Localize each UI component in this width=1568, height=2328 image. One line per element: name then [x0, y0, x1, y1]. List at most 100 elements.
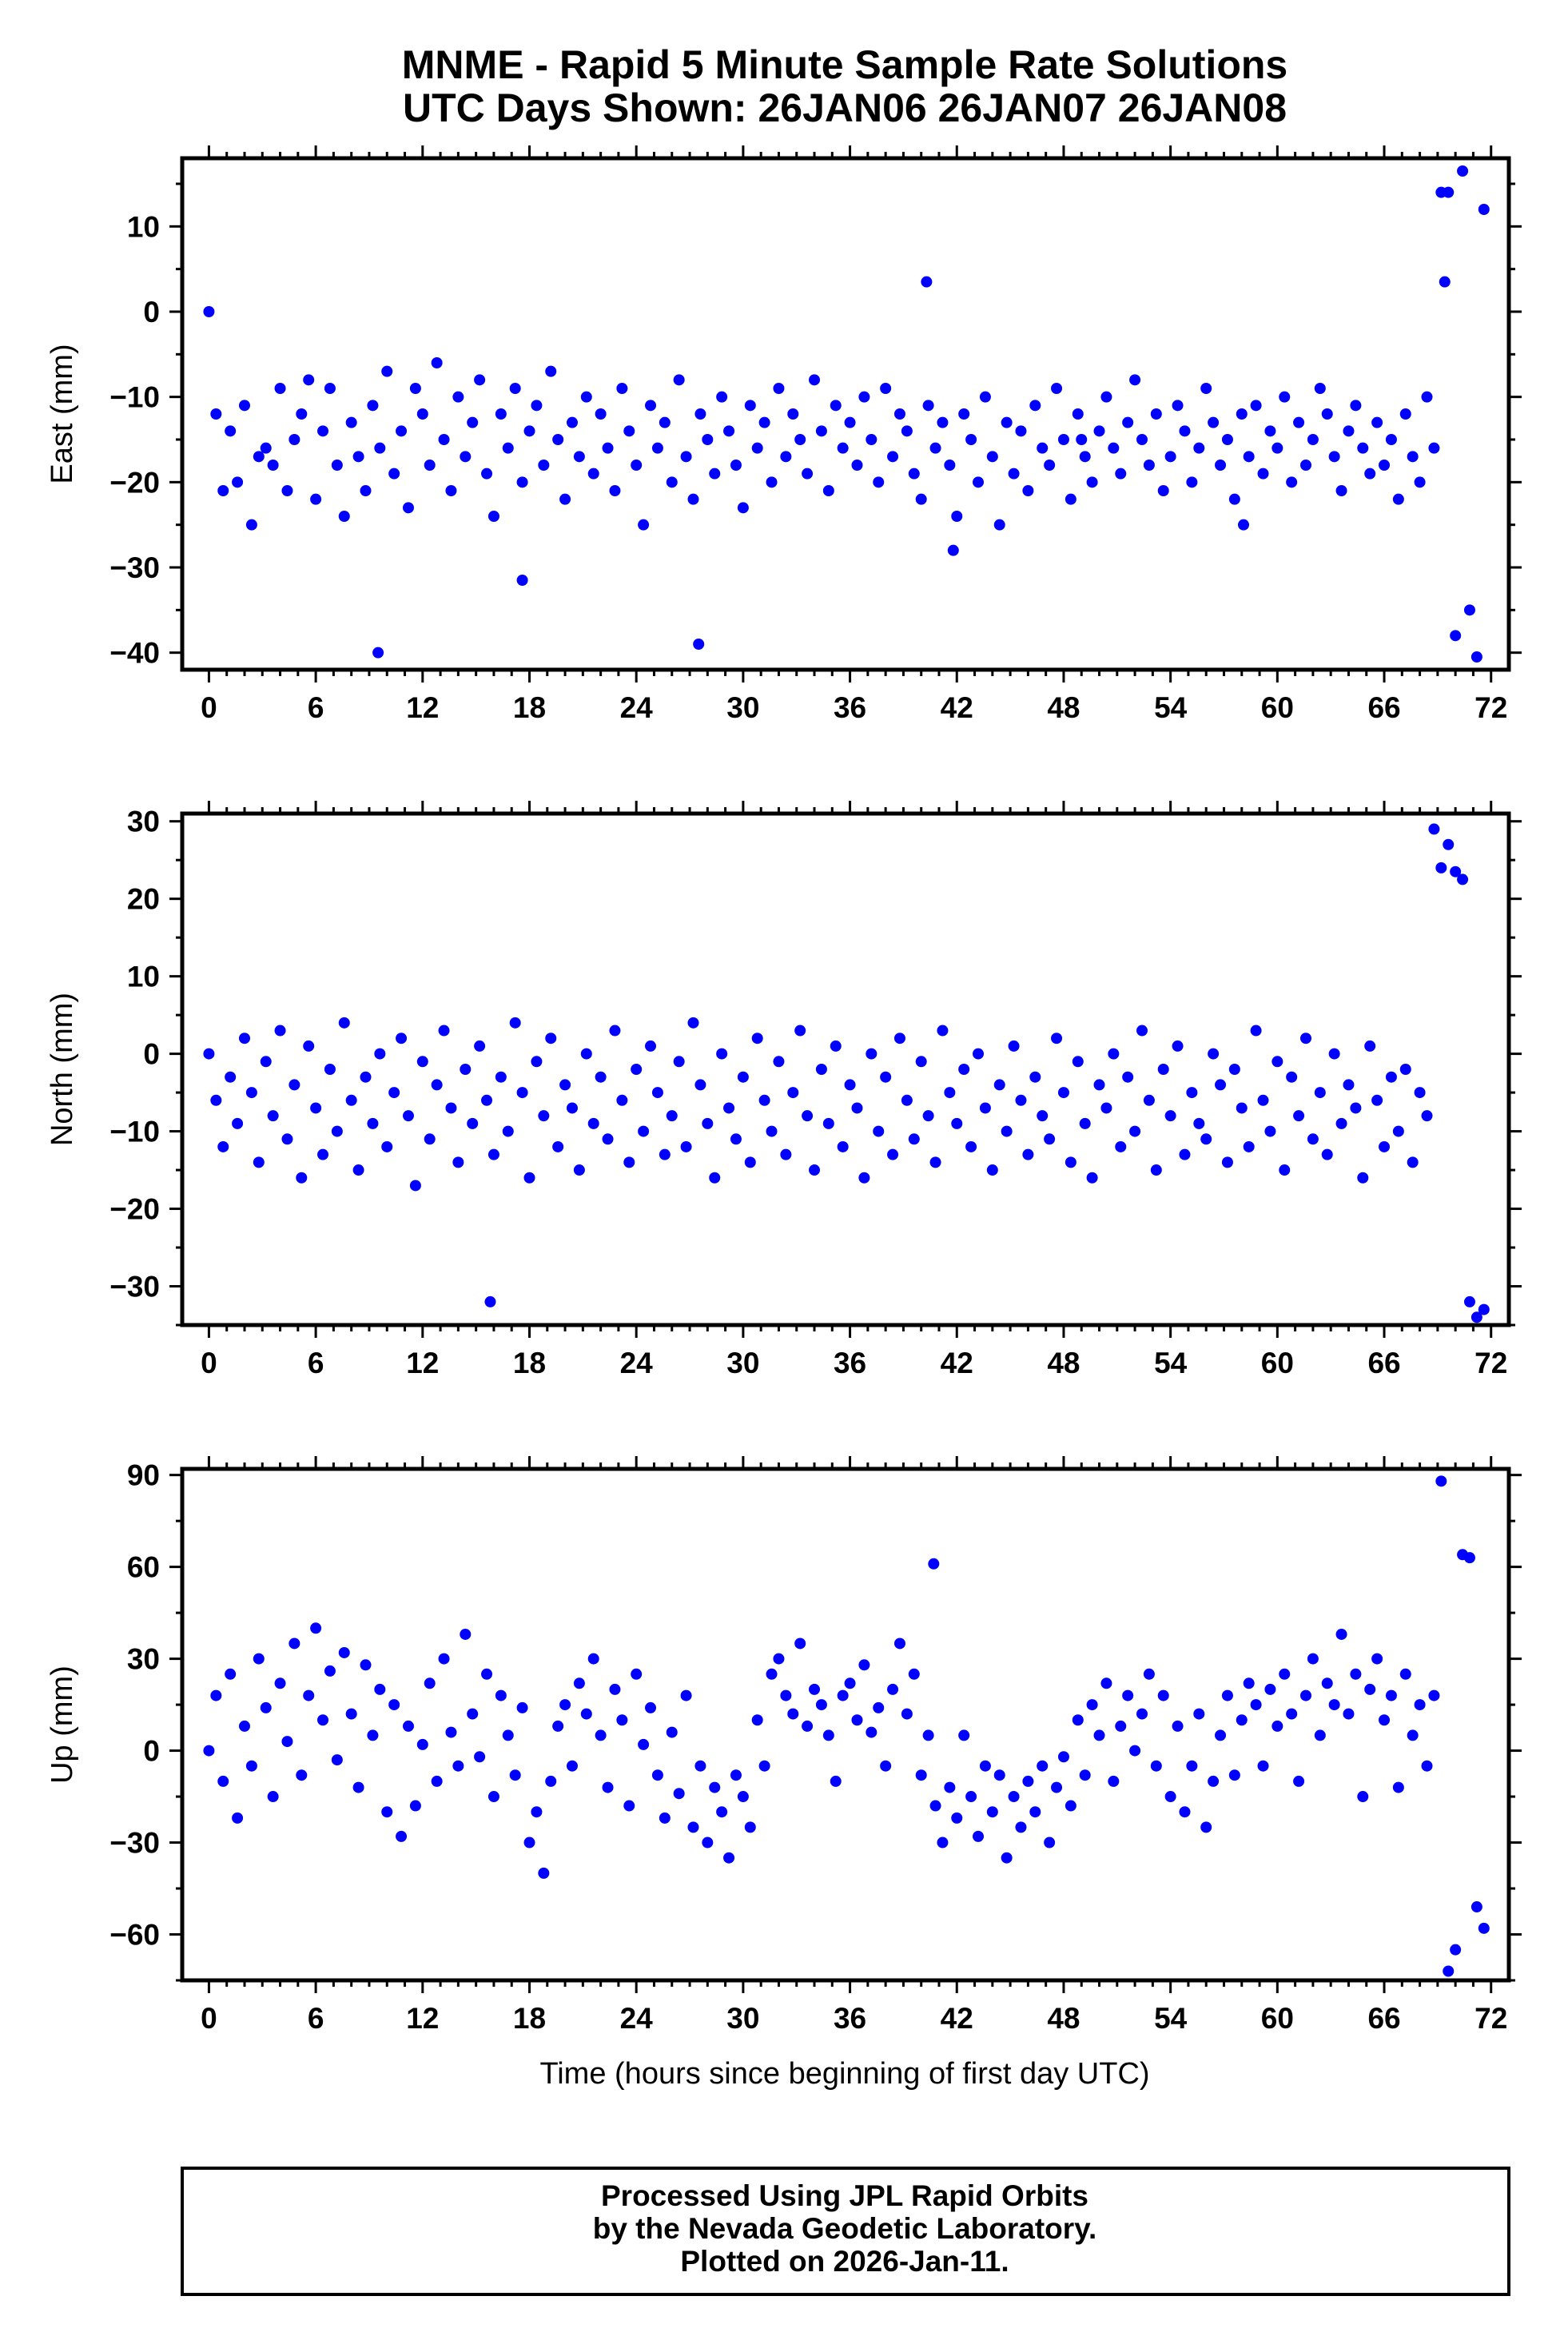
north-data-point: [296, 1172, 308, 1184]
up-data-point: [908, 1668, 920, 1680]
east-data-point: [1221, 434, 1233, 445]
east-data-point: [1164, 451, 1176, 463]
north-data-point: [609, 1025, 621, 1037]
up-data-point: [631, 1668, 643, 1680]
north-data-point: [203, 1048, 215, 1060]
north-data-point: [1022, 1148, 1034, 1160]
up-data-point: [929, 1800, 941, 1812]
east-data-point: [1443, 186, 1455, 198]
up-data-point: [973, 1830, 984, 1842]
east-data-point: [1076, 434, 1088, 445]
up-data-point: [716, 1806, 728, 1818]
up-x-tick-label: 66: [1367, 2002, 1400, 2035]
north-data-point: [1243, 1140, 1255, 1152]
north-data-point: [1385, 1071, 1397, 1083]
north-data-point: [694, 1079, 706, 1091]
north-data-point: [1157, 1064, 1169, 1075]
up-data-point: [645, 1701, 657, 1713]
north-data-point: [1093, 1079, 1105, 1091]
up-data-point: [609, 1683, 621, 1695]
east-data-point: [595, 408, 607, 420]
up-data-point: [787, 1708, 799, 1720]
up-data-point: [751, 1714, 763, 1726]
east-data-point: [602, 442, 614, 454]
up-y-tick-label: 90: [127, 1459, 160, 1492]
up-data-point: [1221, 1689, 1233, 1701]
up-data-point: [1307, 1653, 1319, 1665]
north-y-tick-label: −20: [109, 1193, 160, 1226]
up-data-point: [1008, 1791, 1020, 1803]
east-data-point: [694, 408, 706, 420]
east-data-point: [1143, 460, 1155, 471]
up-x-tick-label: 12: [406, 2002, 439, 2035]
up-data-point: [1421, 1760, 1433, 1772]
east-x-tick-label: 36: [834, 691, 866, 724]
north-data-point: [1443, 838, 1455, 850]
north-data-point: [773, 1056, 785, 1068]
up-data-point: [1407, 1729, 1419, 1741]
east-data-point: [1100, 391, 1112, 403]
east-data-point: [1086, 476, 1098, 488]
east-data-point: [702, 434, 714, 445]
east-data-point: [773, 383, 785, 394]
east-data-point: [260, 442, 272, 454]
east-data-point: [716, 391, 728, 403]
east-data-point: [1414, 476, 1426, 488]
up-data-point: [1001, 1852, 1013, 1864]
up-data-point: [1143, 1668, 1155, 1680]
east-data-point: [310, 493, 322, 505]
north-data-point: [416, 1056, 428, 1068]
east-data-point: [815, 425, 827, 437]
east-data-point: [502, 442, 514, 454]
north-y-tick-label: 10: [127, 961, 160, 993]
up-data-point: [232, 1812, 244, 1824]
north-data-point: [1335, 1117, 1347, 1129]
up-data-point: [274, 1677, 286, 1689]
up-data-point: [915, 1769, 927, 1781]
footer-line-2: by the Nevada Geodetic Laboratory.: [593, 2212, 1097, 2245]
x-axis-label: Time (hours since beginning of first day…: [539, 2057, 1149, 2091]
east-data-point: [1293, 416, 1305, 428]
east-data-point: [908, 468, 920, 480]
up-data-point: [1293, 1775, 1305, 1787]
up-data-point: [709, 1781, 721, 1793]
north-data-point: [1029, 1071, 1041, 1083]
east-data-point: [303, 374, 315, 386]
up-x-tick-label: 24: [620, 2002, 654, 2035]
north-data-point: [1286, 1071, 1298, 1083]
east-data-point: [1108, 442, 1120, 454]
east-data-point: [680, 451, 692, 463]
east-data-point: [253, 451, 265, 463]
east-data-point: [693, 639, 705, 650]
east-data-point: [1470, 651, 1482, 663]
up-y-tick-label: 0: [143, 1735, 160, 1768]
east-data-point: [758, 416, 770, 428]
east-data-point: [1193, 442, 1205, 454]
east-data-point: [1122, 416, 1134, 428]
north-data-point: [915, 1056, 927, 1068]
up-data-point: [1286, 1708, 1298, 1720]
up-data-point: [402, 1720, 414, 1732]
east-data-point: [545, 365, 557, 377]
north-data-point: [1051, 1033, 1063, 1045]
north-data-point: [523, 1172, 535, 1184]
footer-box: [181, 2167, 1510, 2296]
up-y-tick-label: −60: [109, 1919, 160, 1952]
east-data-point: [1001, 416, 1013, 428]
up-data-point: [1186, 1760, 1198, 1772]
north-x-tick-label: 54: [1154, 1347, 1188, 1379]
up-data-point: [452, 1760, 464, 1772]
north-data-point: [651, 1087, 663, 1099]
north-x-tick-label: 48: [1047, 1347, 1080, 1379]
east-data-point: [623, 425, 635, 437]
east-data-point: [1150, 408, 1162, 420]
north-data-point: [1272, 1056, 1283, 1068]
east-data-point: [915, 493, 927, 505]
north-y-tick-label: 0: [143, 1038, 160, 1071]
up-data-point: [1193, 1708, 1205, 1720]
north-data-point: [1299, 1033, 1311, 1045]
north-data-point: [986, 1164, 998, 1176]
north-data-point: [1250, 1025, 1262, 1037]
north-data-point: [253, 1156, 265, 1168]
north-points: [203, 823, 1490, 1323]
